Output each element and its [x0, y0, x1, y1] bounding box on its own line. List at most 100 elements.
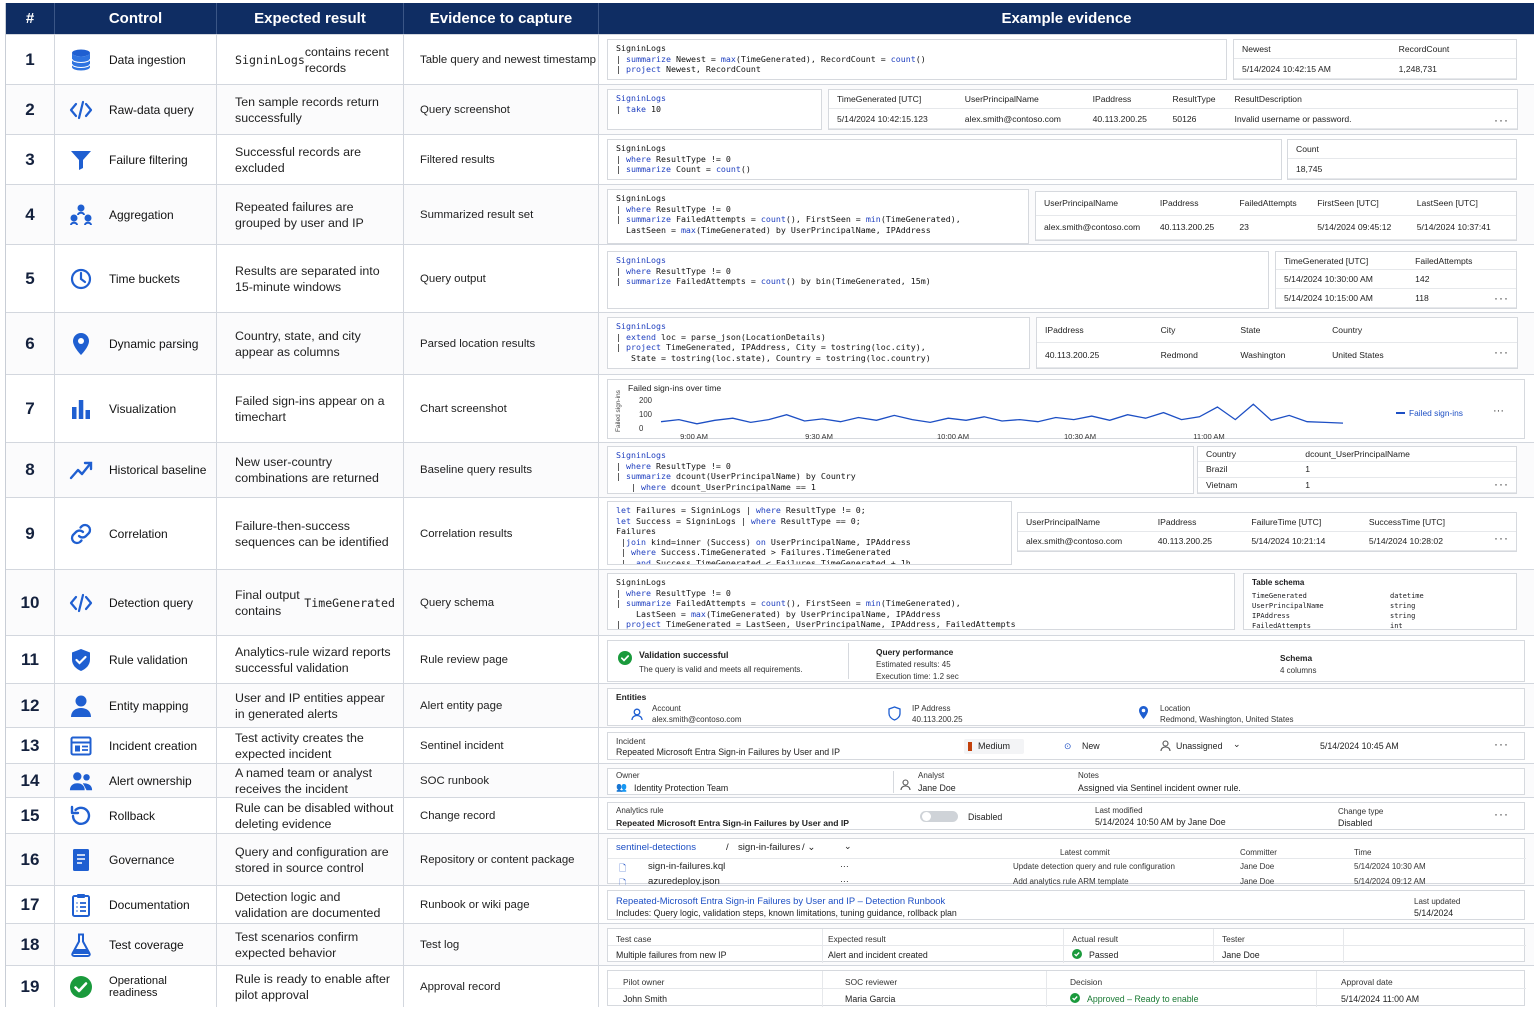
evidence-to-capture: Approval record [404, 966, 599, 1007]
test-case-value: Multiple failures from new IP [616, 950, 727, 960]
kql-query[interactable]: SigninLogs | where ResultType != 0 | summa… [607, 189, 1029, 244]
path-dropdown[interactable]: / ⌄ [802, 842, 816, 853]
runbook-title[interactable]: Repeated-Microsoft Entra Sign-in Failure… [616, 895, 946, 906]
control-label: Data ingestion [109, 52, 186, 67]
table-cell: 1 [1297, 477, 1516, 493]
more-options-icon[interactable]: ··· [1494, 345, 1509, 359]
location-value[interactable]: Redmond, Washington, United States [1160, 715, 1294, 724]
kql-query[interactable]: let Failures = SigninLogs | where Result… [607, 501, 1012, 565]
failed-signins-timechart[interactable]: Failed sign-ins over time Failed sign-ins… [607, 379, 1525, 441]
more-options-icon[interactable]: ··· [1494, 113, 1509, 127]
column-header[interactable]: FailedAttempts [1407, 252, 1516, 271]
column-header[interactable]: dcount_UserPrincipalName [1297, 447, 1516, 463]
column-header[interactable]: Country [1198, 447, 1298, 463]
column-header: Approval date [1341, 977, 1393, 987]
code-line: Failures [616, 526, 656, 537]
flask-icon [69, 933, 93, 957]
expected-result: Test scenarios confirm expected behavior [217, 924, 404, 965]
column-header[interactable]: FirstSeen [UTC] [1309, 192, 1409, 216]
control-cell: Aggregation [55, 185, 217, 244]
chevron-down-icon[interactable]: ⌄ [844, 841, 852, 851]
example-evidence: sentinel-detections / sign-in-failures / ⌄ ⌄… [599, 834, 1534, 888]
expected-result: Detection logic and validation are docum… [217, 886, 404, 923]
account-value[interactable]: alex.smith@contoso.com [652, 715, 742, 724]
expected-result: SigninLogs contains recent records [217, 35, 404, 84]
kql-query[interactable]: SigninLogs | take 10 [607, 89, 822, 130]
analytics-rule-name[interactable]: Repeated Microsoft Entra Sign-in Failure… [616, 818, 850, 828]
column-header[interactable]: FailureTime [UTC] [1243, 513, 1361, 532]
analyst-label: Analyst [918, 771, 945, 780]
control-cell: Incident creation [55, 728, 217, 763]
repo-link[interactable]: sentinel-detections [616, 842, 696, 853]
column-header[interactable]: FailedAttempts [1231, 192, 1310, 216]
column-header[interactable]: RecordCount [1390, 40, 1516, 60]
incident-name[interactable]: Repeated Microsoft Entra Sign-in Failure… [616, 747, 840, 757]
more-options-icon[interactable]: ··· [1494, 807, 1509, 821]
more-options-icon[interactable]: ··· [1494, 737, 1509, 751]
kql-query[interactable]: SigninLogs | where ResultType != 0 | summa… [607, 139, 1282, 180]
file-icon: 🗋 [619, 878, 627, 888]
column-header[interactable]: State [1232, 318, 1325, 343]
kql-query[interactable]: SigninLogs | summarize Newest = max(TimeG… [607, 39, 1227, 80]
code-line: | where ResultType != 0 [616, 460, 731, 471]
column-header: Tester [1222, 934, 1245, 944]
kql-query[interactable]: SigninLogs | where ResultType != 0 | summa… [607, 573, 1235, 630]
folder-name[interactable]: sign-in-failures [738, 842, 801, 853]
example-evidence: Pilot owner SOC reviewer Decision Approval … [599, 966, 1534, 1007]
header-expected: Expected result [217, 3, 404, 34]
column-header[interactable]: Count [1288, 140, 1516, 160]
expected-result: User and IP entities appear in generated… [217, 684, 404, 727]
example-evidence: SigninLogs | where ResultType != 0 | summa… [599, 570, 1534, 635]
evidence-to-capture: Chart screenshot [404, 375, 599, 442]
column-header[interactable]: UserPrincipalName [956, 90, 1085, 110]
kql-query[interactable]: SigninLogs | where ResultType != 0 | summa… [607, 251, 1269, 309]
more-options-icon[interactable]: ··· [1494, 291, 1509, 305]
column-header[interactable]: LastSeen [UTC] [1408, 192, 1516, 216]
commit-message[interactable]: Add analytics rule ARM template [1013, 877, 1129, 886]
incident-panel[interactable]: Incident Repeated Microsoft Entra Sign-in… [607, 732, 1525, 760]
chevron-down-icon[interactable]: ⌄ [1233, 739, 1241, 749]
column-header[interactable]: IPaddress [1149, 513, 1244, 532]
kql-query[interactable]: SigninLogs | where ResultType != 0 | summa… [607, 446, 1194, 494]
expected-result: Country, state, and city appear as colum… [217, 313, 404, 374]
more-options-icon[interactable]: ··· [840, 876, 849, 886]
runbook-panel: Repeated-Microsoft Entra Sign-in Failure… [607, 890, 1525, 920]
column-header[interactable]: Country [1324, 318, 1517, 343]
evidence-to-capture: Table query and newest timestamp [404, 35, 599, 84]
control-cell: Operational readiness [55, 966, 217, 1007]
column-header[interactable]: IPaddress [1037, 318, 1153, 343]
column-header[interactable]: UserPrincipalName [1036, 192, 1152, 216]
code-line: | project TimeGenerated = LastSeen, User… [616, 619, 1016, 630]
column-header[interactable]: TimeGenerated [UTC] [829, 90, 957, 110]
control-cell: Historical baseline [55, 443, 217, 497]
more-options-icon[interactable]: ··· [840, 861, 849, 871]
column-header[interactable]: IPaddress [1151, 192, 1232, 216]
table-row: 2 Raw-data query Ten sample records return… [6, 84, 1534, 134]
column-header[interactable]: TimeGenerated [UTC] [1276, 252, 1408, 271]
column-header[interactable]: ResultType [1164, 90, 1227, 110]
column-header[interactable]: City [1152, 318, 1233, 343]
column-header[interactable]: SuccessTime [UTC] [1360, 513, 1516, 532]
column-header[interactable]: UserPrincipalName [1018, 513, 1150, 532]
column-header[interactable]: Newest [1234, 40, 1391, 60]
rule-toggle[interactable] [920, 811, 958, 822]
kql-query[interactable]: SigninLogs | extend loc = parse_json(Loca… [607, 317, 1030, 369]
status-value[interactable]: New [1082, 741, 1100, 751]
code-line: | summarize FailedAttempts = count(), Fi… [616, 214, 961, 225]
file-name[interactable]: azuredeploy.json [648, 876, 720, 887]
evidence-to-capture: SOC runbook [404, 764, 599, 797]
column-header[interactable]: IPaddress [1084, 90, 1165, 110]
table-row: 10 Detection query Final output contains T… [6, 569, 1534, 635]
more-options-icon[interactable]: ··· [1494, 477, 1509, 491]
notes-label: Notes [1078, 771, 1099, 780]
example-evidence: SigninLogs | where ResultType != 0 | summa… [599, 135, 1534, 184]
table-cell: Redmond [1152, 342, 1233, 368]
ip-value[interactable]: 40.113.200.25 [912, 715, 963, 724]
commit-message[interactable]: Update detection query and rule configur… [1013, 862, 1175, 871]
column-header[interactable]: ResultDescription [1226, 90, 1517, 110]
control-cell: Data ingestion [55, 35, 217, 84]
owner-value[interactable]: Unassigned [1176, 741, 1223, 751]
more-options-icon[interactable]: ··· [1494, 531, 1509, 545]
file-name[interactable]: sign-in-failures.kql [648, 861, 726, 872]
evidence-to-capture: Query schema [404, 570, 599, 635]
